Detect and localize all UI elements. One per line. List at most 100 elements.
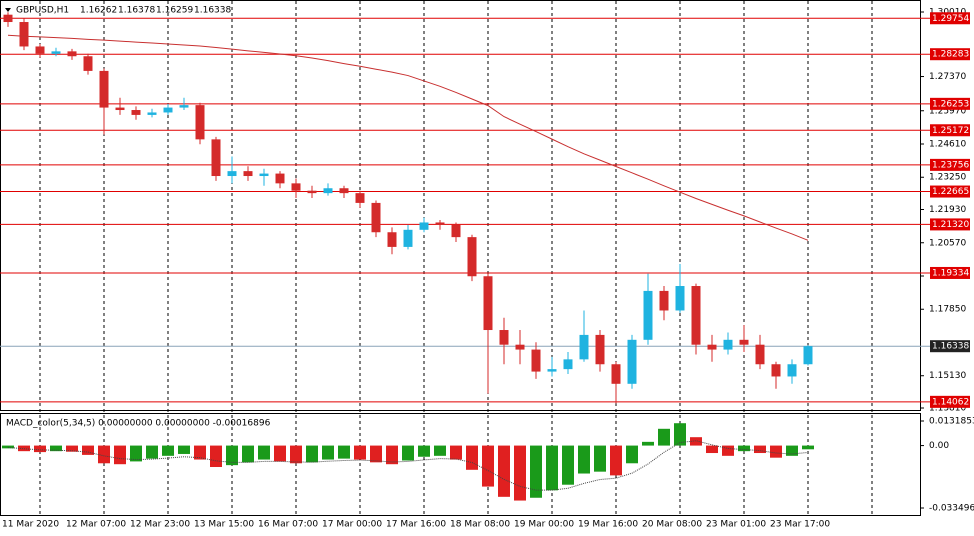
candle-body: [723, 339, 733, 350]
macd-bar: [98, 445, 110, 464]
candle-body: [739, 339, 749, 345]
symbol-menu-icon[interactable]: [5, 8, 11, 12]
candle-body: [563, 359, 573, 370]
level-label: 1.28283: [932, 50, 969, 60]
y-tick-label: 1.24610: [929, 140, 966, 150]
candle-body: [51, 51, 61, 54]
level-label-box: [930, 266, 970, 279]
macd-bar: [194, 445, 206, 460]
macd-bar: [514, 445, 526, 501]
candle-body: [547, 369, 557, 372]
candle-body: [691, 286, 701, 345]
level-label: 1.21320: [932, 220, 969, 230]
candle-body: [515, 344, 525, 350]
macd-bar: [66, 445, 78, 452]
candle-body: [131, 110, 141, 115]
macd-bar: [178, 445, 190, 454]
x-tick-label: 17 Mar 16:00: [386, 520, 446, 530]
candle-body: [115, 107, 125, 111]
candle-body: [403, 229, 413, 247]
macd-bar: [306, 445, 318, 463]
macd-bar: [2, 445, 14, 449]
candle-body: [707, 344, 717, 350]
macd-bar: [594, 445, 606, 472]
level-label: 1.26253: [932, 99, 969, 109]
header-value: 1.16378: [118, 6, 155, 16]
macd-signal: [7, 440, 809, 491]
candle-body: [323, 188, 333, 194]
current-price-label: 1.16338: [932, 342, 969, 352]
level-label: 1.14062: [932, 397, 969, 407]
macd-bar: [146, 445, 158, 459]
candle-body: [243, 171, 253, 177]
x-tick-label: 19 Mar 00:00: [514, 520, 574, 530]
level-label-box: [930, 395, 970, 408]
symbol-label: GBPUSD,H1: [16, 6, 69, 16]
macd-bar: [402, 445, 414, 461]
macd-title: MACD_color(5,34,5) 0.00000000 0.00000000…: [6, 419, 271, 429]
current-price-box: [930, 340, 970, 353]
candle-body: [755, 344, 765, 365]
level-label-box: [930, 48, 970, 61]
level-label: 1.23756: [932, 160, 969, 170]
macd-bar: [162, 445, 174, 456]
macd-bar: [226, 445, 238, 466]
candle-body: [579, 334, 589, 360]
x-tick-label: 23 Mar 17:00: [770, 520, 830, 530]
y-tick-label: 1.20570: [929, 238, 966, 248]
macd-bar: [530, 445, 542, 498]
candle-body: [803, 346, 813, 365]
x-tick-label: 19 Mar 16:00: [578, 520, 638, 530]
x-tick-label: 20 Mar 08:00: [642, 520, 702, 530]
candle-body: [67, 51, 77, 57]
x-tick-label: 12 Mar 07:00: [66, 520, 126, 530]
header-value: 1.16262: [80, 6, 117, 16]
macd-bar: [626, 445, 638, 464]
candle-body: [531, 349, 541, 372]
candle-body: [787, 364, 797, 377]
candle-body: [595, 334, 605, 365]
level-label-box: [930, 185, 970, 198]
macd-bar: [322, 445, 334, 460]
x-tick-label: 18 Mar 08:00: [450, 520, 510, 530]
candle-body: [19, 22, 29, 47]
macd-bar: [338, 445, 350, 459]
macd-bar: [50, 445, 62, 452]
level-label: 1.25172: [932, 126, 969, 136]
macd-bar: [130, 445, 142, 462]
level-label-box: [930, 12, 970, 25]
candle-body: [291, 183, 301, 191]
macd-bar: [290, 445, 302, 464]
macd-bar: [546, 445, 558, 491]
y-tick-label: 1.25970: [929, 106, 966, 116]
candle-body: [435, 222, 445, 225]
y-tick-label: 1.15130: [929, 371, 966, 381]
macd-bar: [274, 445, 286, 462]
macd-bar: [674, 423, 686, 446]
level-label: 1.22665: [932, 187, 969, 197]
y-tick-label: 1.17850: [929, 305, 966, 315]
time-grid: [39, 1, 873, 515]
macd-bar: [386, 445, 398, 465]
macd-bar: [658, 428, 670, 446]
macd-bar: [754, 445, 766, 454]
candle-body: [275, 173, 285, 184]
level-label-box: [930, 97, 970, 110]
macd-bar: [690, 437, 702, 446]
candle-body: [371, 202, 381, 233]
y-tick-label: 1.27370: [929, 72, 966, 82]
candle-body: [307, 190, 317, 194]
level-label: 1.29754: [932, 14, 969, 24]
moving-average: [7, 34, 809, 241]
candle-body: [259, 173, 269, 177]
macd-bar: [482, 445, 494, 487]
macd-bar: [770, 445, 782, 458]
candle-body: [499, 330, 509, 345]
macd-bar: [802, 445, 814, 450]
macd-tick-label: -0.0334963: [929, 504, 974, 514]
macd-bar: [434, 445, 446, 456]
macd-bar: [786, 445, 798, 456]
level-label-box: [930, 218, 970, 231]
macd-bar: [82, 445, 94, 455]
